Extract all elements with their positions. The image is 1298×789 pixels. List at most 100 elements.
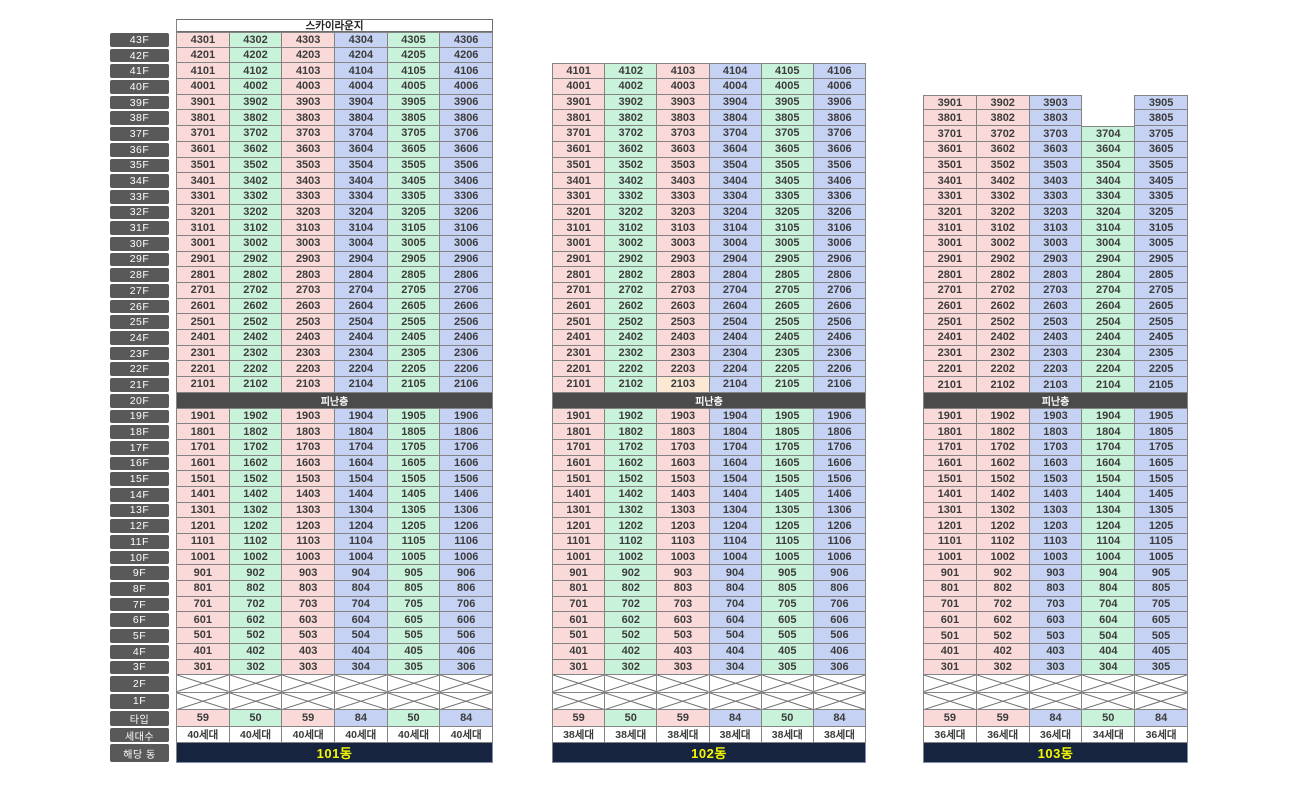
unit-cell[interactable]: 2501 (923, 314, 977, 331)
unit-cell[interactable]: 604 (335, 612, 388, 629)
unit-cell[interactable]: 405 (1135, 643, 1188, 660)
unit-cell[interactable]: 2305 (761, 345, 814, 362)
unit-cell[interactable]: 906 (813, 565, 867, 582)
unit-cell[interactable]: 703 (657, 596, 710, 613)
unit-cell[interactable]: 506 (440, 628, 494, 644)
unit-cell[interactable]: 1001 (923, 549, 977, 566)
unit-cell[interactable]: 2403 (657, 330, 710, 346)
unit-cell[interactable]: 703 (1029, 596, 1083, 613)
unit-cell[interactable]: 1905 (387, 408, 441, 425)
unit-cell[interactable]: 3804 (335, 110, 388, 127)
unit-cell[interactable]: 4105 (387, 63, 441, 80)
unit-cell[interactable]: 1304 (335, 502, 388, 519)
unit-cell[interactable]: 2905 (387, 251, 441, 268)
unit-cell[interactable]: 3006 (440, 235, 494, 252)
unit-cell[interactable]: 402 (605, 643, 658, 660)
unit-cell[interactable]: 2203 (657, 361, 710, 378)
unit-cell[interactable]: 1303 (282, 502, 336, 519)
unit-cell[interactable]: 1101 (176, 534, 230, 550)
unit-cell[interactable]: 1302 (605, 502, 658, 519)
unit-cell[interactable]: 3902 (605, 94, 658, 111)
unit-cell[interactable]: 1003 (282, 549, 336, 566)
unit-cell[interactable]: 1402 (976, 486, 1030, 503)
unit-cell[interactable]: 3605 (761, 141, 814, 158)
unit-cell[interactable]: 2102 (976, 377, 1030, 393)
unit-cell[interactable]: 1304 (709, 502, 762, 519)
unit-cell[interactable]: 4002 (605, 79, 658, 95)
unit-cell[interactable]: 2301 (923, 345, 977, 362)
unit-cell[interactable]: 3604 (709, 141, 762, 158)
unit-cell[interactable]: 2405 (387, 330, 441, 346)
unit-cell[interactable]: 1505 (761, 471, 814, 487)
unit-cell[interactable]: 1903 (657, 408, 710, 425)
unit-cell[interactable]: 304 (1082, 659, 1136, 676)
unit-cell[interactable]: 3005 (1135, 235, 1188, 252)
unit-cell[interactable]: 3505 (761, 157, 814, 174)
unit-cell[interactable]: 2703 (282, 283, 336, 299)
unit-cell[interactable]: 2503 (657, 314, 710, 331)
unit-cell[interactable]: 2702 (976, 283, 1030, 299)
unit-cell[interactable]: 401 (176, 643, 230, 660)
unit-cell[interactable]: 2204 (1082, 361, 1136, 378)
unit-cell[interactable]: 3805 (1134, 110, 1188, 127)
unit-cell[interactable]: 1102 (605, 534, 658, 550)
unit-cell[interactable]: 705 (387, 596, 441, 613)
unit-cell[interactable]: 3101 (923, 220, 977, 236)
unit-cell[interactable]: 1806 (440, 424, 494, 440)
unit-cell[interactable]: 3104 (335, 220, 388, 236)
unit-cell[interactable]: 1806 (813, 424, 867, 440)
unit-cell[interactable]: 2901 (923, 251, 977, 268)
unit-cell[interactable]: 1304 (1082, 502, 1136, 519)
unit-cell[interactable]: 2606 (440, 298, 494, 315)
unit-cell[interactable]: 3806 (813, 110, 867, 127)
unit-cell[interactable]: 4304 (335, 32, 388, 48)
unit-cell[interactable]: 1004 (1082, 549, 1136, 566)
unit-cell[interactable]: 4306 (440, 32, 494, 48)
unit-cell[interactable]: 2701 (552, 283, 606, 299)
unit-cell[interactable]: 1406 (440, 486, 494, 503)
unit-cell[interactable]: 2506 (813, 314, 867, 331)
unit-cell[interactable]: 302 (976, 659, 1030, 676)
unit-cell[interactable]: 1802 (976, 424, 1030, 440)
unit-cell[interactable]: 3601 (923, 141, 977, 158)
unit-cell[interactable]: 904 (709, 565, 762, 582)
unit-cell[interactable]: 3902 (976, 94, 1030, 111)
unit-cell[interactable]: 2402 (229, 330, 283, 346)
unit-cell[interactable]: 1206 (440, 518, 494, 534)
unit-cell[interactable]: 4004 (709, 79, 762, 95)
unit-cell[interactable]: 1106 (813, 534, 867, 550)
unit-cell[interactable]: 1206 (813, 518, 867, 535)
unit-cell[interactable]: 403 (1029, 643, 1083, 660)
unit-cell[interactable]: 1404 (1082, 486, 1136, 503)
unit-cell[interactable]: 2404 (709, 330, 762, 346)
unit-cell[interactable]: 3606 (440, 141, 494, 158)
unit-cell[interactable]: 1904 (1082, 408, 1136, 425)
unit-cell[interactable]: 1405 (387, 486, 441, 503)
unit-cell[interactable]: 3501 (923, 157, 977, 174)
unit-cell[interactable]: 3603 (1029, 141, 1083, 158)
unit-cell[interactable]: 1403 (1029, 486, 1083, 503)
unit-cell[interactable]: 4001 (176, 79, 230, 95)
unit-cell[interactable]: 1401 (923, 486, 977, 503)
unit-cell[interactable]: 2203 (282, 361, 336, 378)
unit-cell[interactable]: 301 (552, 659, 606, 676)
unit-cell[interactable]: 1603 (657, 455, 710, 472)
unit-cell[interactable]: 3901 (552, 94, 606, 111)
unit-cell[interactable]: 701 (552, 596, 606, 613)
unit-cell[interactable]: 405 (387, 643, 441, 660)
unit-cell[interactable]: 3001 (552, 235, 606, 252)
unit-cell[interactable]: 3305 (387, 188, 441, 205)
unit-cell[interactable]: 1404 (335, 486, 388, 503)
unit-cell[interactable]: 805 (1135, 581, 1188, 597)
unit-cell[interactable]: 1405 (761, 486, 814, 503)
unit-cell[interactable]: 3403 (282, 173, 336, 189)
unit-cell[interactable]: 2205 (387, 361, 441, 378)
unit-cell[interactable]: 2803 (657, 267, 710, 284)
unit-cell[interactable]: 3004 (709, 235, 762, 252)
unit-cell[interactable]: 403 (657, 643, 710, 660)
unit-cell[interactable]: 2801 (552, 267, 606, 284)
unit-cell[interactable]: 1605 (761, 455, 814, 472)
unit-cell[interactable]: 2305 (387, 345, 441, 362)
unit-cell[interactable]: 2804 (709, 267, 762, 284)
unit-cell[interactable]: 2404 (1082, 330, 1136, 346)
